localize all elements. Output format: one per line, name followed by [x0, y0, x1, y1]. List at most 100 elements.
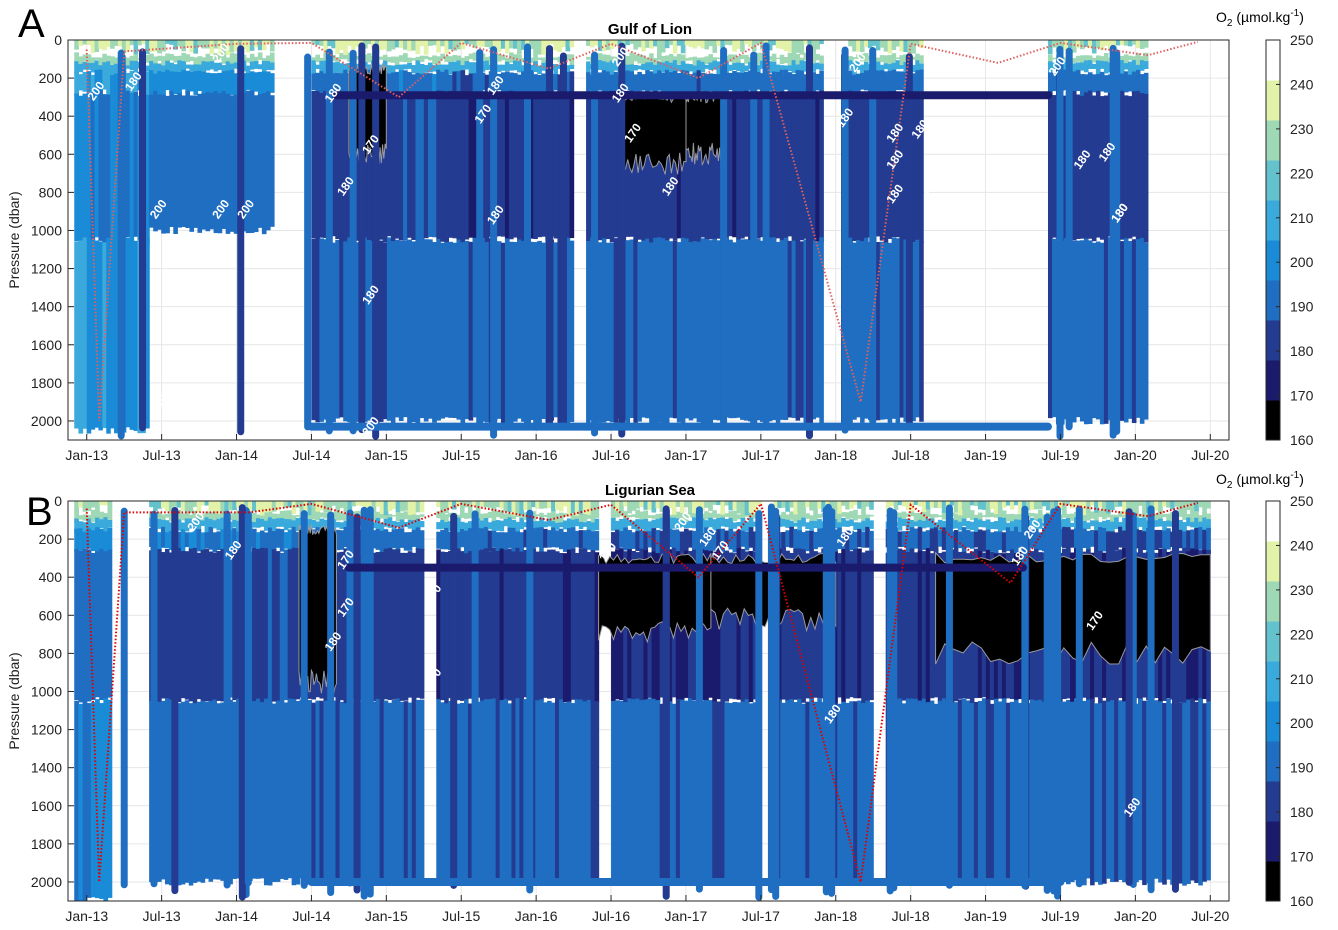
panel-b-colorbar-tick-label: 190	[1290, 760, 1314, 776]
panel-a-cell	[732, 94, 737, 238]
panel-a-surface-cell	[205, 40, 211, 49]
panel-b-colorbar-tick-label: 200	[1290, 715, 1314, 731]
panel-a-cell	[708, 54, 714, 64]
panel-b-cell	[1178, 519, 1183, 532]
panel-b-cell	[395, 521, 401, 528]
panel-b-cell	[192, 520, 198, 527]
panel-b-cell	[1086, 510, 1091, 521]
panel-a-cell	[468, 62, 474, 74]
panel-a-cell	[444, 242, 449, 418]
panel-b-cell	[728, 702, 734, 882]
panel-a-xtick-label: Jan-17	[665, 447, 708, 463]
panel-b-cell	[961, 527, 967, 554]
panel-a-cell	[423, 64, 429, 73]
panel-b-cell	[708, 529, 713, 553]
panel-a-cell	[355, 242, 360, 422]
panel-a-cell	[249, 53, 255, 65]
panel-b-cell	[547, 512, 552, 521]
panel-a-cell	[440, 71, 445, 92]
panel-b-cell	[275, 518, 281, 527]
panel-a-cell	[448, 74, 454, 91]
panel-b-surface-cell	[647, 501, 653, 511]
panel-a-surface-cell	[649, 40, 654, 49]
panel-a-cell	[716, 95, 721, 239]
panel-b-cell	[343, 512, 349, 522]
panel-a-cell	[537, 75, 542, 97]
panel-a-cell	[864, 62, 869, 71]
panel-b-cell	[558, 522, 564, 528]
panel-b-cell	[1158, 701, 1163, 883]
panel-b-cell	[220, 549, 225, 702]
panel-a-surface-cell	[440, 40, 445, 47]
panel-b-cell	[279, 510, 285, 520]
panel-b-cell	[216, 551, 221, 701]
panel-b-cell	[176, 519, 182, 531]
panel-b-cell	[252, 522, 257, 528]
panel-b-cell	[793, 528, 798, 553]
panel-a-cell	[402, 240, 408, 418]
panel-a-surface-cell	[625, 40, 631, 46]
panel-b-cell	[913, 528, 919, 549]
panel-b-cell	[1182, 531, 1187, 551]
panel-b-cell	[503, 513, 509, 523]
panel-b-cell	[78, 521, 84, 531]
panel-a-cell	[129, 239, 135, 430]
panel-a-xtick-label: Jul-17	[742, 447, 780, 463]
panel-b-cell	[985, 529, 991, 554]
panel-a-surface-cell	[907, 40, 912, 55]
panel-b-colorbar-segment	[1266, 661, 1280, 702]
panel-a-cell	[537, 65, 542, 74]
panel-b-surface-cell	[1110, 501, 1115, 511]
panel-b-cell	[748, 551, 754, 703]
panel-a-cell	[415, 73, 421, 92]
panel-b-cell	[845, 512, 850, 520]
panel-a-cell	[249, 61, 255, 70]
panel-b-surface-cell	[897, 501, 903, 506]
panel-b-cell	[511, 698, 517, 879]
panel-b-cell	[1013, 519, 1019, 533]
panel-a-cell	[657, 70, 662, 91]
panel-b-surface-cell	[869, 501, 874, 510]
panel-b-cell	[1082, 520, 1087, 533]
panel-a-cell	[169, 53, 174, 61]
panel-b-cell	[103, 517, 109, 532]
panel-a-cell	[315, 238, 320, 423]
panel-a-surface-cell	[860, 40, 865, 53]
panel-b-cell	[913, 521, 919, 527]
panel-a-cell	[864, 53, 869, 63]
panel-b-cell	[687, 530, 693, 548]
panel-a-cell	[1143, 61, 1149, 70]
panel-b-cell	[180, 522, 186, 531]
panel-b-cell	[728, 518, 734, 534]
panel-b-cell	[407, 511, 413, 523]
panel-b-cell	[379, 552, 385, 702]
panel-b-surface-cell	[295, 501, 301, 508]
panel-b-cell	[99, 511, 104, 522]
panel-b-cell	[271, 513, 277, 522]
panel-a-cell	[1051, 95, 1057, 238]
panel-a-cell	[879, 55, 885, 63]
panel-b-surface-cell	[448, 501, 453, 508]
panel-a-cell	[915, 60, 920, 74]
panel-a-cell	[78, 95, 84, 242]
panel-a-cell	[533, 94, 538, 240]
panel-a-cell	[1131, 239, 1137, 424]
panel-b-cell	[339, 522, 345, 529]
panel-b-cell	[845, 530, 850, 551]
panel-a-surface-cell	[1075, 40, 1081, 48]
panel-b-cell	[188, 532, 194, 550]
panel-a-cell	[755, 52, 761, 65]
panel-b-xtick-label: Jul-16	[592, 908, 630, 924]
panel-a-colorbar-tick-label: 160	[1290, 432, 1314, 448]
panel-b-cell	[323, 700, 329, 886]
panel-a-surface-cell	[871, 40, 877, 46]
panel-b-cell	[953, 702, 959, 883]
panel-b-cell	[103, 513, 109, 521]
panel-b-cell	[212, 699, 218, 880]
panel-b-surface-cell	[399, 501, 405, 512]
panel-b-cell	[259, 518, 265, 527]
panel-b-cell	[263, 520, 269, 531]
panel-b-cell	[419, 699, 425, 885]
panel-b-cell	[817, 698, 822, 885]
panel-a-cell	[419, 94, 425, 243]
